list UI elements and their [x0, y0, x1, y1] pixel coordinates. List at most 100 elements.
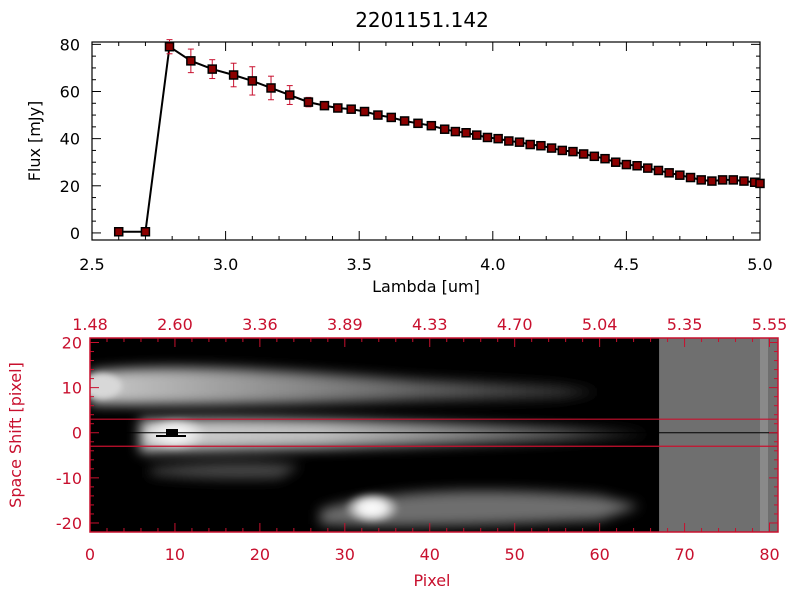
spectrum-x-tick-label: 3.0	[213, 255, 238, 274]
data-point	[707, 176, 717, 186]
data-point	[664, 168, 674, 178]
wavelength-tick-label: 5.35	[667, 315, 703, 334]
wavelength-tick-label: 3.36	[242, 315, 278, 334]
data-point	[546, 143, 557, 153]
spectrum-line	[118, 44, 761, 233]
image-x-tick-label: 40	[420, 545, 440, 564]
spectrum-x-tick-label: 4.5	[614, 255, 639, 274]
masked-region	[659, 338, 778, 532]
spectrum-y-tick-label: 20	[60, 177, 80, 196]
image-emission	[90, 367, 650, 527]
spectrum-image	[90, 338, 778, 532]
wavelength-tick-label: 1.48	[72, 315, 108, 334]
image-x-axis-label: Pixel	[413, 571, 450, 590]
wavelength-tick-label: 4.33	[412, 315, 448, 334]
wavelength-tick-label: 5.04	[582, 315, 618, 334]
data-point	[113, 227, 124, 237]
data-point	[399, 116, 410, 126]
data-point	[359, 106, 370, 117]
data-point	[696, 175, 706, 185]
image-x-tick-label: 20	[250, 545, 270, 564]
spectrum-x-tick-label: 3.5	[346, 255, 371, 274]
spectrum-y-tick-label: 0	[70, 224, 80, 243]
spectrum-y-axis: 0 20 40 60 80	[60, 35, 760, 243]
image-y-tick-label: -10	[56, 469, 82, 488]
wavelength-tick-label: 2.60	[157, 315, 193, 334]
data-point	[186, 56, 196, 66]
data-point	[675, 170, 685, 180]
image-y-tick-label: 0	[72, 424, 82, 443]
image-x-tick-label: 70	[674, 545, 694, 564]
extraction-overlay	[90, 418, 778, 447]
data-point	[373, 110, 383, 120]
data-point	[461, 128, 471, 138]
data-point	[536, 140, 546, 151]
data-point	[643, 163, 653, 173]
spectrum-y-tick-label: 40	[60, 130, 80, 149]
spectrum-x-axis: 2.5 3.0 3.5 4.0 4.5 5.0	[79, 42, 773, 274]
data-point	[557, 145, 568, 156]
image-x-tick-label: 10	[165, 545, 185, 564]
spectrum-plot-frame	[91, 41, 761, 241]
wavelength-tick-label: 4.70	[497, 315, 533, 334]
data-point	[589, 151, 600, 162]
spectrum-x-axis-label: Lambda [um]	[372, 277, 480, 296]
data-point	[319, 100, 330, 111]
image-x-tick-label: 30	[335, 545, 355, 564]
data-point	[728, 175, 739, 185]
image-x-tick-label: 0	[85, 545, 95, 564]
data-point	[266, 83, 276, 93]
spectrum-x-tick-label: 4.0	[480, 255, 505, 274]
data-point	[525, 139, 535, 150]
image-y-tick-label: 20	[62, 334, 82, 353]
image-y-axis: -20 -10 0 10 20	[56, 334, 778, 533]
wavelength-tick-label: 5.55	[752, 315, 788, 334]
data-point	[472, 130, 482, 140]
data-point	[504, 136, 514, 146]
image-x-tick-label: 50	[505, 545, 525, 564]
data-point	[653, 165, 664, 176]
upper-hotspot	[90, 374, 122, 398]
data-point	[514, 137, 525, 147]
upper-trace	[90, 367, 600, 405]
data-point	[333, 103, 343, 113]
peak-marker-base	[156, 435, 186, 437]
spectrum-x-tick-label: 2.5	[79, 255, 104, 274]
data-point	[610, 157, 621, 167]
image-wavelength-axis: 1.48 2.60 3.36 3.89 4.33 4.70 5.04 5.35 5.55	[72, 315, 787, 347]
spectrum-series	[113, 39, 765, 237]
main-trace	[140, 418, 650, 452]
lower-trace	[320, 490, 640, 527]
faint-wisp	[150, 462, 300, 479]
image-y-tick-label: -20	[56, 514, 82, 533]
data-point	[247, 76, 258, 86]
image-y-axis-label: Space Shift [pixel]	[6, 362, 25, 508]
data-point	[228, 70, 239, 80]
image-y-tick-label: 10	[62, 379, 82, 398]
data-point	[493, 133, 503, 144]
data-point	[717, 175, 728, 185]
image-x-tick-label: 80	[759, 545, 779, 564]
data-point	[578, 149, 589, 159]
data-point	[346, 104, 356, 114]
lower-hotspot	[344, 492, 400, 524]
data-point	[164, 41, 175, 52]
data-point	[303, 97, 314, 107]
image-x-tick-label: 60	[589, 545, 609, 564]
spectrum-y-tick-label: 60	[60, 83, 80, 102]
spectrum-y-tick-label: 80	[60, 35, 80, 54]
spectrum-x-tick-label: 5.0	[747, 255, 772, 274]
data-point	[482, 132, 493, 143]
image-frame	[89, 337, 779, 533]
data-point	[439, 124, 450, 134]
data-point	[739, 176, 749, 186]
spectrum-y-axis-label: Flux [mJy]	[25, 101, 44, 182]
data-point	[632, 161, 642, 171]
data-point	[284, 90, 295, 100]
data-point	[450, 126, 461, 137]
chart-title: 2201151.142	[355, 8, 489, 32]
image-x-axis: 0 10 20 30 40 50 60 70 80	[85, 523, 780, 564]
data-point	[685, 172, 696, 183]
spectrum-plot: 2.5 3.0 3.5 4.0 4.5 5.0 0 20 40 60 80	[60, 35, 773, 274]
